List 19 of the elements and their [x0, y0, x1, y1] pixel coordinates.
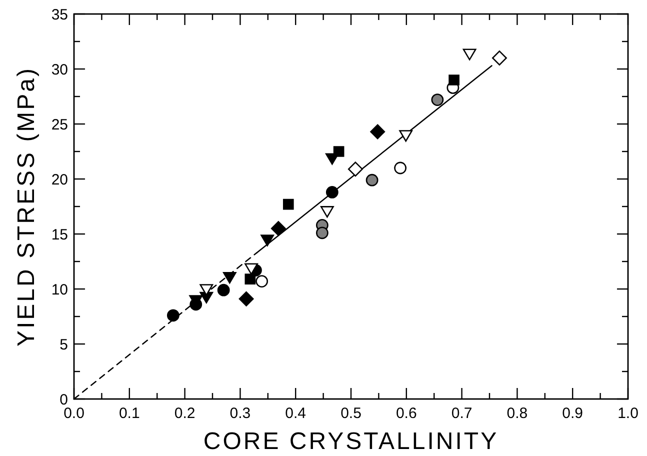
y-tick-label: 5 — [60, 336, 68, 354]
x-tick-label: 1.0 — [618, 405, 638, 422]
x-axis-title: CORE CRYSTALLINITY — [203, 428, 499, 455]
x-tick-label: 0.9 — [562, 405, 584, 422]
x-tick-label: 0.2 — [174, 405, 196, 422]
x-tick-label: 0.7 — [451, 405, 472, 422]
y-tick-label: 30 — [51, 61, 68, 78]
x-tick-label: 0.4 — [285, 405, 306, 422]
x-tick-label: 0.3 — [230, 405, 251, 422]
y-tick-label: 35 — [51, 6, 68, 24]
x-tick-label: 0.6 — [396, 405, 417, 422]
x-tick-label: 0.1 — [118, 405, 140, 422]
x-tick-label: 0.5 — [340, 405, 362, 422]
y-tick-label: 10 — [51, 281, 68, 298]
x-tick-label: 0.8 — [506, 405, 528, 422]
y-tick-label: 25 — [51, 116, 68, 134]
y-axis-title: YIELD STRESS (MPa) — [13, 66, 40, 347]
y-tick-label: 15 — [51, 226, 68, 244]
y-tick-label: 20 — [51, 171, 68, 188]
